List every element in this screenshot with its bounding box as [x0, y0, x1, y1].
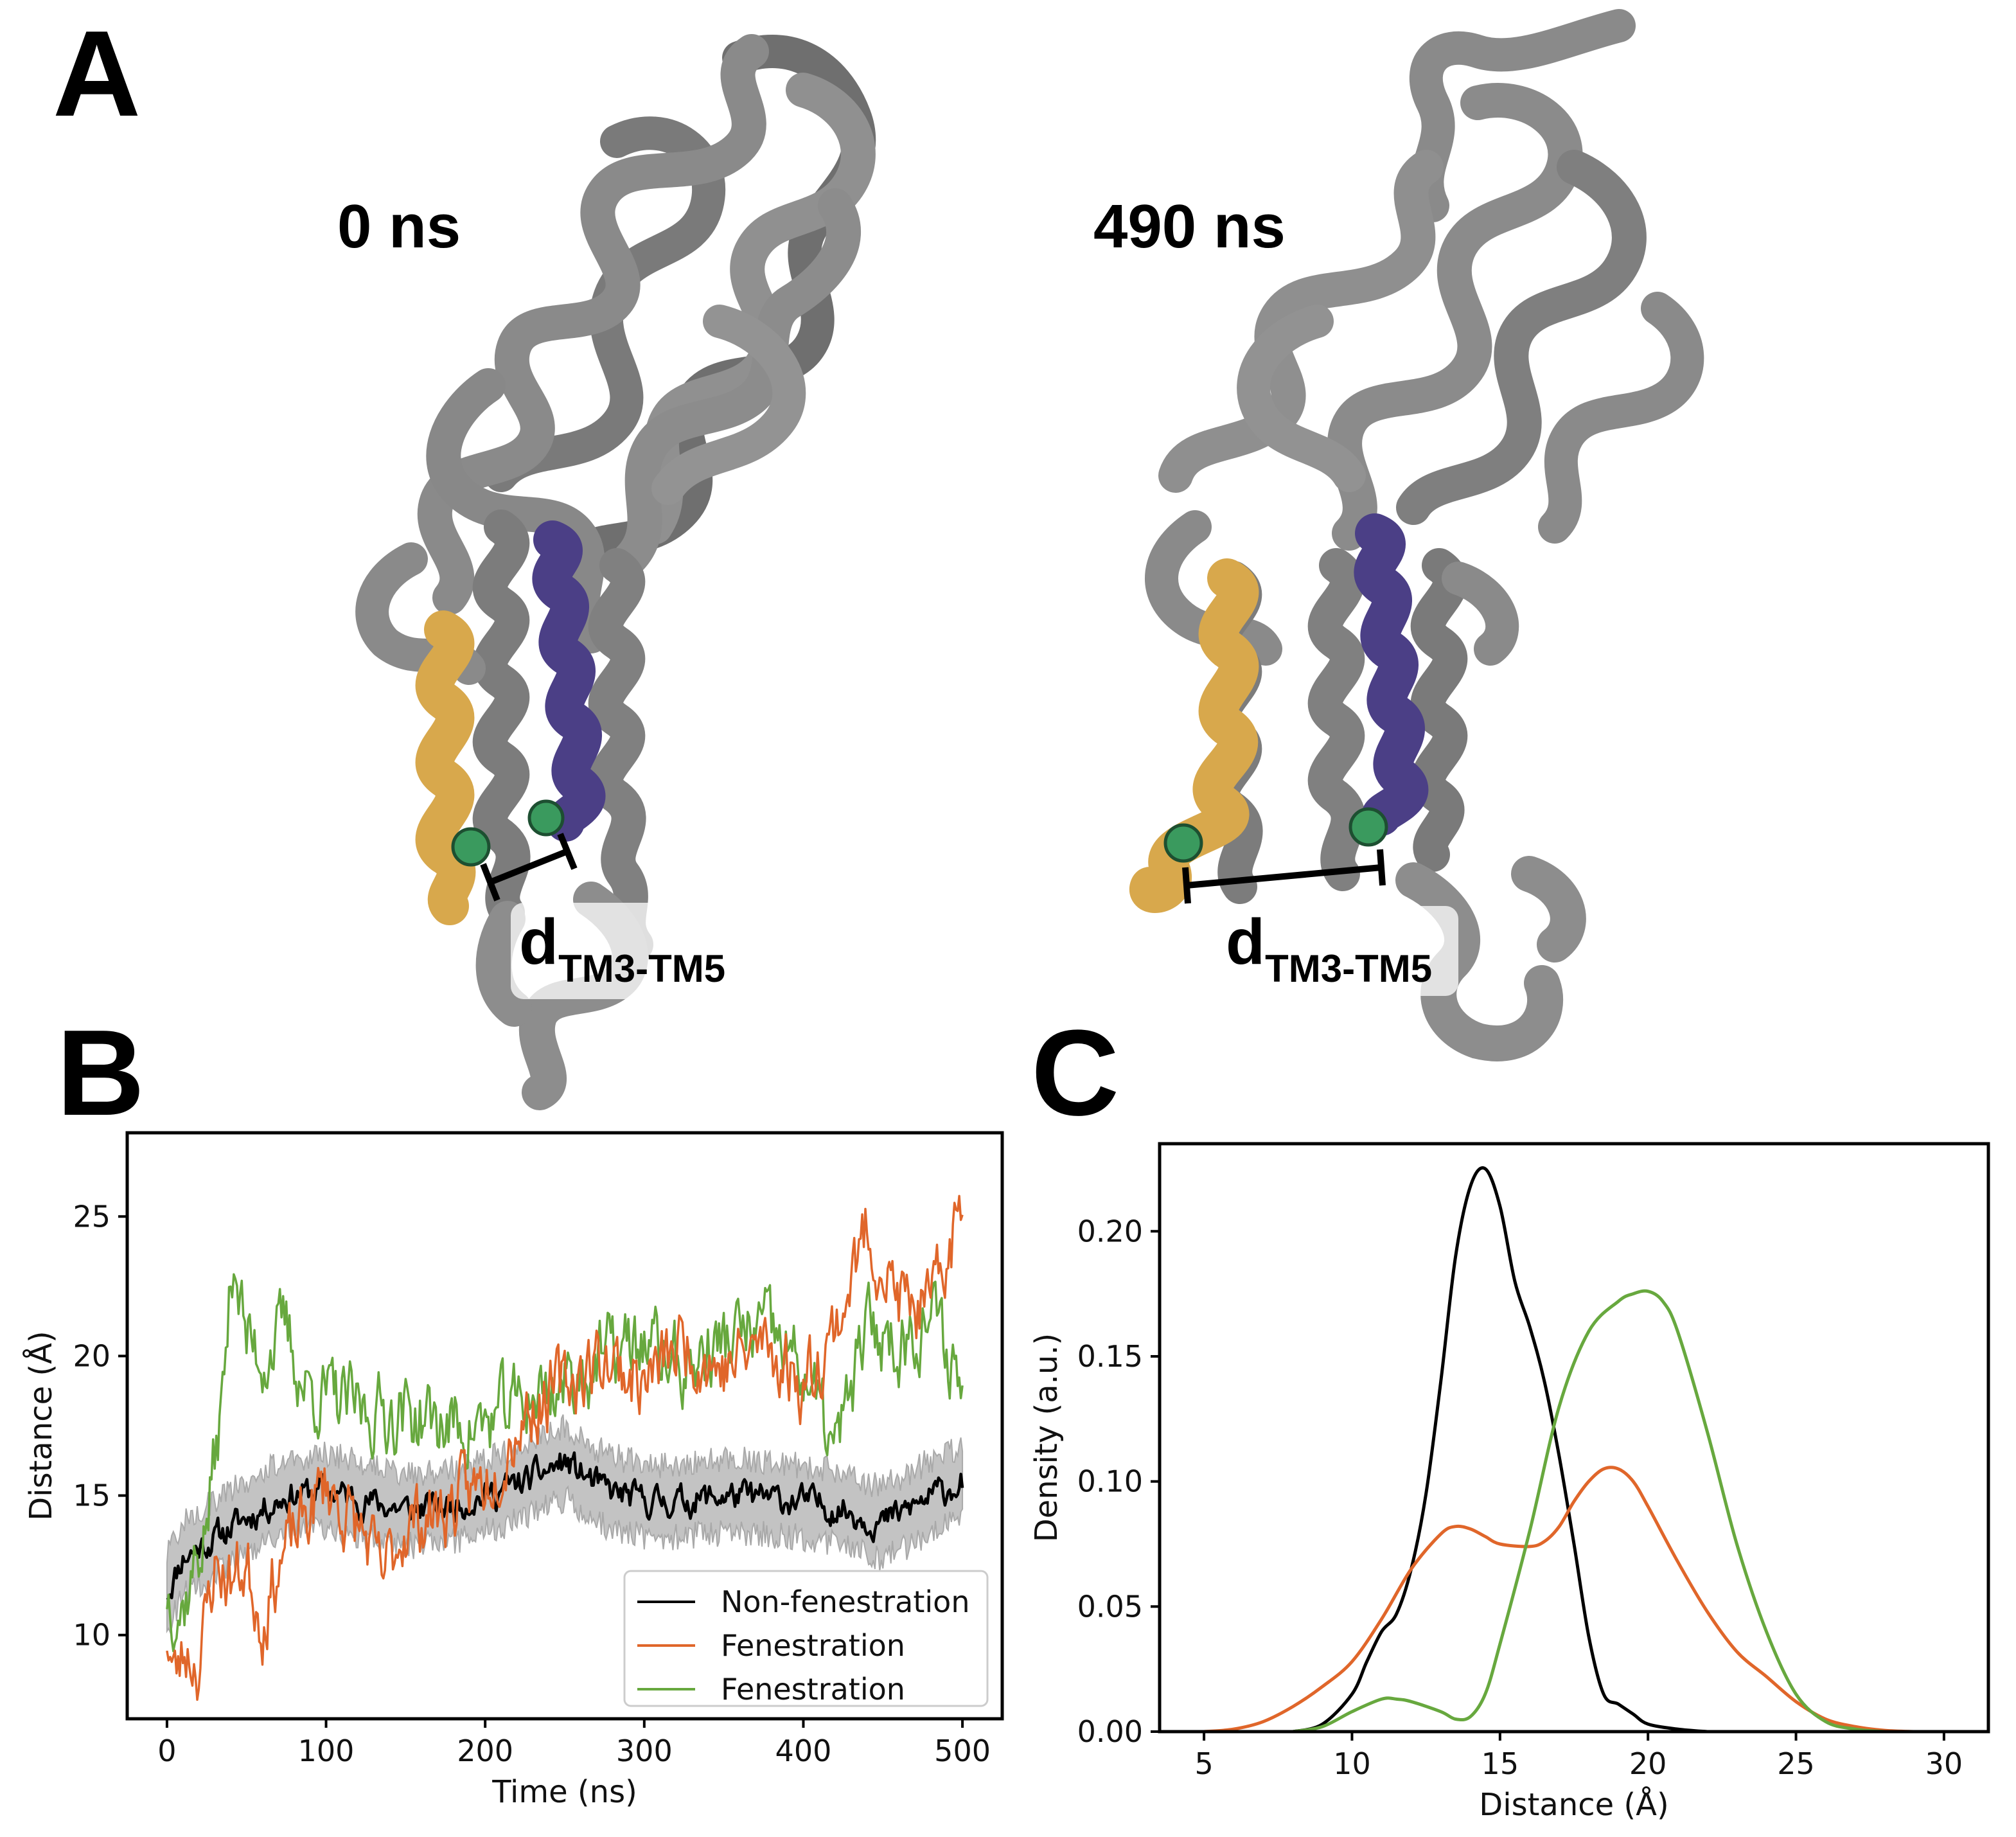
x-tick-label: 300	[616, 1734, 673, 1768]
x-axis-label: Time (ns)	[491, 1774, 637, 1810]
x-tick-label: 0	[157, 1734, 176, 1768]
x-tick-label: 15	[1481, 1746, 1519, 1781]
legend-entry: Fenestration	[721, 1628, 905, 1663]
y-tick-label: 20	[73, 1338, 111, 1373]
y-axis-label: Density (a.u.)	[1029, 1333, 1065, 1543]
density-curve-1	[1203, 1466, 1914, 1732]
panel-b: B 0 100 200 300 400 500 10 15 20 25 Time (ns) Dista…	[22, 1005, 1004, 1810]
tm5-helix-490ns	[1354, 513, 1429, 836]
tm3-marker-0ns	[451, 827, 491, 867]
legend-entry: Fenestration	[721, 1672, 905, 1707]
distance-label-490ns: dTM3-TM5	[1226, 906, 1432, 990]
legend: Non-fenestration Fenestration Fenestration	[623, 1570, 989, 1707]
tm5-helix-0ns	[532, 520, 606, 842]
tm3-helix-490ns	[1129, 558, 1259, 913]
time-label-490ns: 490 ns	[1093, 192, 1286, 261]
x-tick-label: 100	[298, 1734, 355, 1768]
y-tick-label: 0.10	[1077, 1464, 1143, 1499]
plot-area-c	[1203, 1166, 1914, 1732]
protein-structure-490ns	[1129, 9, 1704, 1061]
legend-box	[623, 1570, 989, 1707]
distance-label-bg-490ns	[1221, 906, 1458, 996]
panel-c-letter: C	[1031, 1005, 1119, 1141]
distance-bar-490ns	[1182, 849, 1386, 904]
series-line-b-1	[166, 1194, 964, 1701]
distance-label-0ns: dTM3-TM5	[519, 906, 725, 990]
legend-entry: Non-fenestration	[721, 1584, 969, 1619]
tm5-marker-0ns	[527, 799, 565, 837]
y-tick-label: 0.05	[1077, 1589, 1143, 1624]
y-tick-label: 10	[73, 1618, 111, 1653]
y-tick-label: 15	[73, 1478, 111, 1513]
plot-frame-b	[125, 1131, 1004, 1721]
plot-frame-c	[1158, 1142, 1990, 1734]
tm5-marker-490ns	[1348, 807, 1388, 847]
plot-area-b	[166, 1194, 964, 1701]
panel-b-letter: B	[57, 1005, 145, 1141]
density-curve-0	[1292, 1166, 1708, 1732]
x-tick-label: 5	[1194, 1746, 1213, 1781]
x-tick-label: 400	[775, 1734, 832, 1768]
y-tick-label: 0.00	[1077, 1714, 1143, 1749]
x-tick-label: 200	[457, 1734, 513, 1768]
x-tick-label: 30	[1925, 1746, 1963, 1781]
time-label-0ns: 0 ns	[337, 192, 461, 261]
distance-label-bg-0ns	[511, 903, 703, 999]
x-axis-label: Distance (Å)	[1479, 1786, 1668, 1823]
y-axis-label: Distance (Å)	[22, 1331, 59, 1520]
panel-a: A	[53, 6, 1704, 1110]
y-tick-label: 25	[73, 1199, 111, 1234]
x-tick-label: 10	[1333, 1746, 1371, 1781]
x-tick-label: 20	[1629, 1746, 1667, 1781]
y-tick-label: 0.15	[1077, 1339, 1143, 1374]
distance-bar-0ns	[480, 833, 578, 901]
panel-c: C 5 10 15 20 25 30 0.00 0.05 0.10 0.15 0.20 Distanc…	[1029, 1005, 1990, 1823]
density-curve-2	[1292, 1289, 1885, 1732]
x-tick-label: 25	[1777, 1746, 1815, 1781]
x-tick-label: 500	[934, 1734, 991, 1768]
panel-a-letter: A	[53, 6, 141, 142]
tm3-marker-490ns	[1163, 823, 1203, 863]
chart-c: 5 10 15 20 25 30 0.00 0.05 0.10 0.15 0.20 Distance …	[1029, 1142, 1990, 1823]
chart-b: 0 100 200 300 400 500 10 15 20 25 Time (ns) Distanc…	[22, 1131, 1004, 1810]
tm3-helix-0ns	[415, 610, 476, 925]
y-tick-label: 0.20	[1077, 1214, 1143, 1248]
